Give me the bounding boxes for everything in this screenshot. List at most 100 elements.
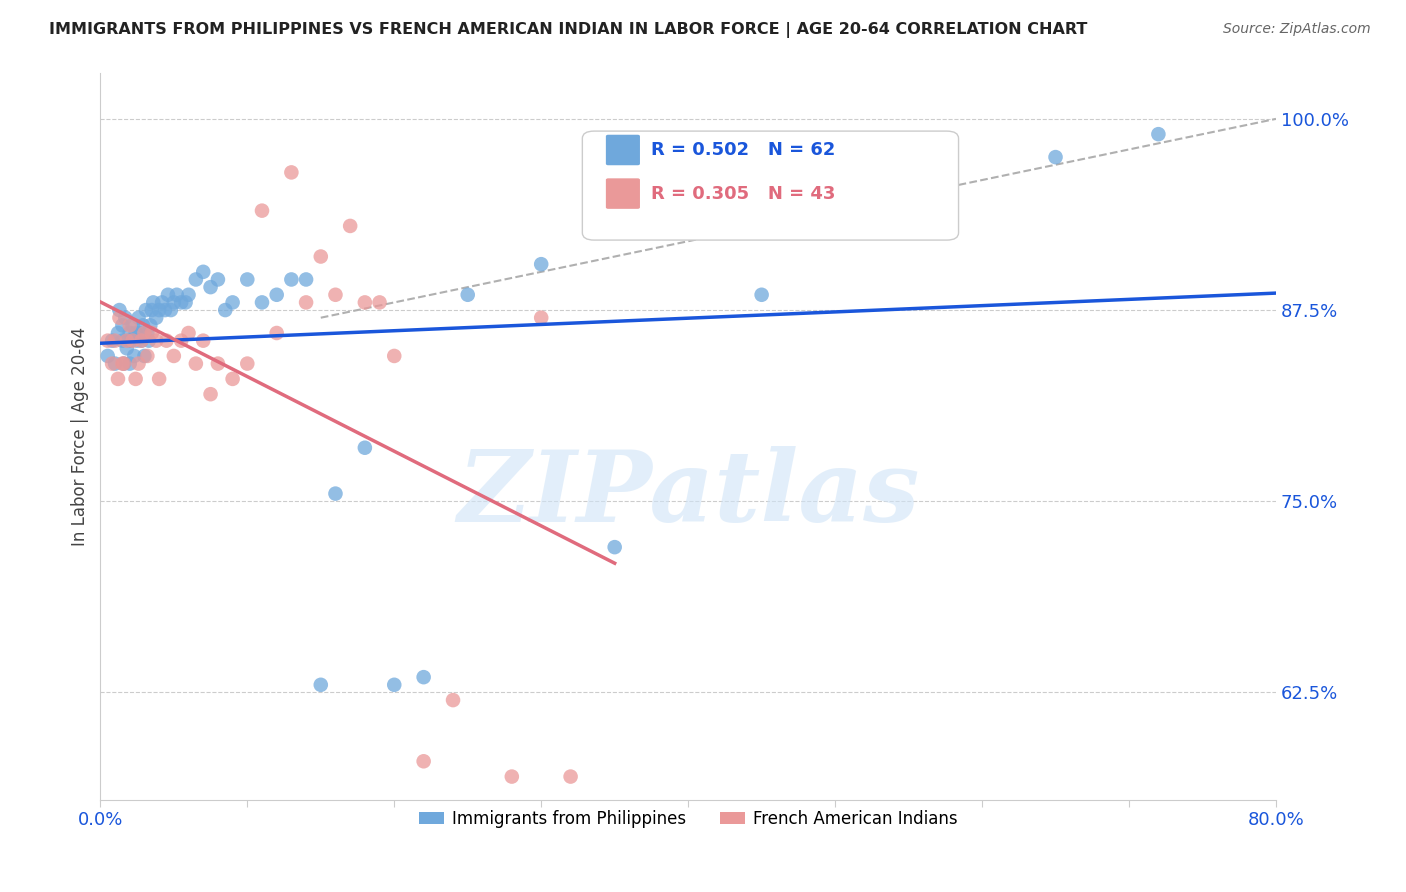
Text: R = 0.502   N = 62: R = 0.502 N = 62 <box>651 141 835 159</box>
Point <box>382 678 405 692</box>
Point <box>214 303 236 318</box>
Point <box>131 334 153 348</box>
Point <box>132 318 155 333</box>
Point <box>339 219 361 233</box>
Point <box>266 326 288 340</box>
Point <box>309 678 332 692</box>
Point <box>138 334 160 348</box>
Point <box>382 349 405 363</box>
Point <box>295 295 318 310</box>
Point <box>114 310 136 325</box>
Point <box>141 303 163 318</box>
Point <box>142 295 165 310</box>
Point <box>1147 127 1170 141</box>
Point <box>150 295 173 310</box>
Point <box>124 372 146 386</box>
Point <box>193 334 215 348</box>
Point <box>280 165 302 179</box>
Point <box>236 272 259 286</box>
Y-axis label: In Labor Force | Age 20-64: In Labor Force | Age 20-64 <box>72 326 89 546</box>
Text: R = 0.305   N = 43: R = 0.305 N = 43 <box>651 185 835 202</box>
Point <box>170 334 193 348</box>
Point <box>354 441 377 455</box>
Point <box>163 349 186 363</box>
Point <box>104 334 127 348</box>
Point <box>101 334 124 348</box>
Point <box>325 486 347 500</box>
Point <box>153 303 176 318</box>
Point <box>97 349 120 363</box>
Point <box>128 310 150 325</box>
Point <box>115 334 138 348</box>
Point <box>131 334 153 348</box>
Point <box>121 318 143 333</box>
Point <box>368 295 391 310</box>
Point <box>177 326 200 340</box>
Point <box>124 326 146 340</box>
Point <box>200 280 222 294</box>
Point <box>136 326 159 340</box>
Point <box>139 318 162 333</box>
Point <box>101 357 124 371</box>
Point <box>184 357 207 371</box>
Point <box>236 357 259 371</box>
Point <box>266 287 288 301</box>
Point <box>141 326 163 340</box>
Point <box>309 250 332 264</box>
Point <box>207 272 229 286</box>
Text: Source: ZipAtlas.com: Source: ZipAtlas.com <box>1223 22 1371 37</box>
Point <box>129 326 152 340</box>
Point <box>751 287 773 301</box>
Point <box>412 670 434 684</box>
Point <box>193 265 215 279</box>
Point <box>200 387 222 401</box>
Point <box>166 287 188 301</box>
Point <box>118 326 141 340</box>
Point <box>111 318 134 333</box>
Point <box>108 310 131 325</box>
Point <box>134 326 156 340</box>
Point <box>412 754 434 768</box>
Point <box>148 372 170 386</box>
Point <box>177 287 200 301</box>
Point <box>457 287 479 301</box>
Point <box>127 334 149 348</box>
Point <box>148 303 170 318</box>
Point <box>117 334 139 348</box>
Point <box>156 287 179 301</box>
Point <box>118 357 141 371</box>
Point <box>115 341 138 355</box>
Point <box>134 349 156 363</box>
Point <box>121 334 143 348</box>
Point <box>145 310 167 325</box>
Point <box>120 334 142 348</box>
Point <box>174 295 197 310</box>
Point <box>118 318 141 333</box>
Point <box>122 349 145 363</box>
Point <box>97 334 120 348</box>
Point <box>170 295 193 310</box>
Point <box>501 770 523 784</box>
Point <box>325 287 347 301</box>
Point <box>250 203 273 218</box>
Point <box>104 357 127 371</box>
Point <box>221 295 243 310</box>
Point <box>145 334 167 348</box>
Text: IMMIGRANTS FROM PHILIPPINES VS FRENCH AMERICAN INDIAN IN LABOR FORCE | AGE 20-64: IMMIGRANTS FROM PHILIPPINES VS FRENCH AM… <box>49 22 1088 38</box>
Point <box>184 272 207 286</box>
Point <box>295 272 318 286</box>
Point <box>155 334 177 348</box>
Point <box>560 770 582 784</box>
Point <box>136 349 159 363</box>
FancyBboxPatch shape <box>606 135 640 165</box>
Legend: Immigrants from Philippines, French American Indians: Immigrants from Philippines, French Amer… <box>412 804 965 835</box>
Point <box>135 303 157 318</box>
Point <box>280 272 302 286</box>
Point <box>108 303 131 318</box>
Text: ZIPatlas: ZIPatlas <box>457 446 920 542</box>
Point <box>207 357 229 371</box>
Point <box>250 295 273 310</box>
Point <box>1045 150 1067 164</box>
Point <box>163 295 186 310</box>
FancyBboxPatch shape <box>606 178 640 209</box>
